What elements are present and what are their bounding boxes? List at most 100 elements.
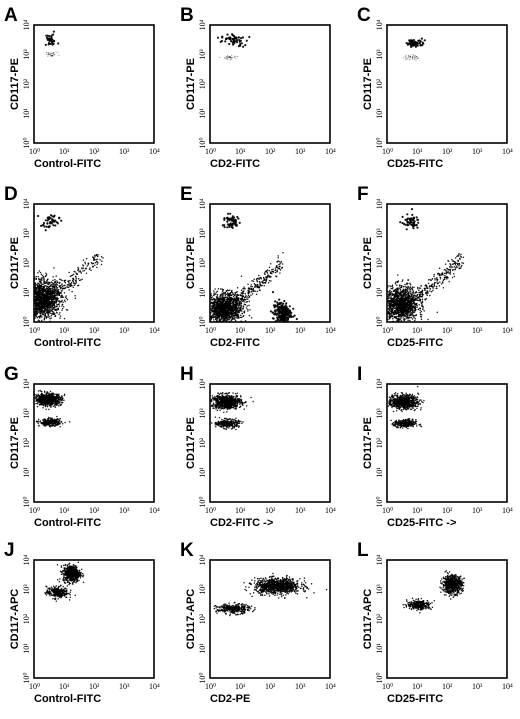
data-point xyxy=(412,39,415,42)
data-point xyxy=(47,307,49,309)
data-point xyxy=(408,297,411,300)
data-point xyxy=(422,42,425,45)
y-tick-label: 10¹ xyxy=(198,287,207,298)
data-point xyxy=(449,271,452,274)
data-point xyxy=(63,317,66,320)
data-point xyxy=(247,283,249,285)
data-point xyxy=(274,309,277,312)
data-point xyxy=(260,285,262,287)
data-point xyxy=(58,216,61,219)
data-point xyxy=(53,40,56,43)
data-point xyxy=(418,42,421,45)
data-point xyxy=(247,287,250,290)
data-point xyxy=(38,308,41,310)
data-point xyxy=(65,297,68,300)
data-point xyxy=(54,305,56,308)
data-point xyxy=(48,37,51,40)
data-point xyxy=(266,269,269,271)
data-point xyxy=(252,290,255,292)
data-point xyxy=(440,283,443,285)
data-point xyxy=(210,301,212,304)
data-point xyxy=(75,276,77,278)
data-point xyxy=(226,58,228,60)
data-point xyxy=(387,295,389,298)
data-point xyxy=(417,287,419,290)
data-point xyxy=(213,307,216,309)
data-point xyxy=(454,257,457,259)
data-point xyxy=(414,318,417,320)
data-point xyxy=(389,308,392,310)
data-point xyxy=(47,54,49,56)
data-point xyxy=(38,286,40,289)
data-point xyxy=(57,288,60,291)
x-tick-label: 10² xyxy=(265,326,276,335)
data-point xyxy=(215,320,218,323)
x-tick-label: 10² xyxy=(89,147,100,156)
data-point xyxy=(50,314,53,317)
data-point xyxy=(41,312,43,315)
data-point xyxy=(416,57,418,60)
data-point xyxy=(415,302,417,305)
data-point xyxy=(217,288,220,290)
data-point xyxy=(55,306,57,308)
plot-frame xyxy=(209,24,331,144)
data-point xyxy=(219,288,222,290)
data-point xyxy=(50,36,53,39)
data-point xyxy=(274,271,277,274)
data-point xyxy=(457,255,460,257)
data-point xyxy=(44,302,47,305)
data-point xyxy=(48,282,51,284)
data-point xyxy=(418,298,421,300)
x-tick-label: 10³ xyxy=(472,147,483,156)
data-point xyxy=(48,51,50,53)
data-point xyxy=(431,278,433,280)
data-point xyxy=(242,298,244,300)
data-point xyxy=(256,281,259,283)
y-tick-label: 10³ xyxy=(198,228,207,239)
data-point xyxy=(412,299,415,301)
data-point xyxy=(412,224,416,227)
data-point xyxy=(239,294,242,296)
data-point xyxy=(264,273,266,276)
data-point xyxy=(82,259,85,261)
data-point xyxy=(38,306,41,308)
data-point xyxy=(399,287,401,289)
data-point xyxy=(52,224,55,227)
data-point xyxy=(52,279,54,281)
data-point xyxy=(236,302,239,304)
data-point xyxy=(401,305,404,307)
data-point xyxy=(85,272,88,275)
data-point xyxy=(240,291,243,294)
data-point xyxy=(409,306,412,308)
data-point xyxy=(49,54,51,56)
data-point xyxy=(43,293,46,295)
data-point xyxy=(45,288,47,290)
data-point xyxy=(269,262,272,265)
data-point xyxy=(51,281,53,284)
data-point xyxy=(412,308,414,310)
data-point xyxy=(409,59,411,61)
data-point xyxy=(44,43,47,47)
data-point xyxy=(400,318,402,320)
data-point xyxy=(461,262,463,264)
data-point xyxy=(401,221,404,225)
x-tick-label: 10⁰ xyxy=(29,147,40,156)
data-point xyxy=(275,313,278,316)
data-point xyxy=(90,269,92,272)
x-axis-label: CD25-FITC xyxy=(387,158,443,170)
data-point xyxy=(248,314,251,317)
data-point xyxy=(44,285,47,287)
data-point xyxy=(411,57,413,59)
data-point xyxy=(35,298,37,300)
data-point xyxy=(459,267,462,269)
data-point xyxy=(210,292,212,295)
data-point xyxy=(34,308,36,310)
data-point xyxy=(33,278,36,280)
data-point xyxy=(417,296,420,299)
data-point xyxy=(71,290,73,293)
data-point xyxy=(453,275,456,278)
data-point xyxy=(410,56,412,58)
data-point xyxy=(226,212,230,215)
data-point xyxy=(242,306,245,308)
y-tick-label: 10³ xyxy=(22,49,31,60)
